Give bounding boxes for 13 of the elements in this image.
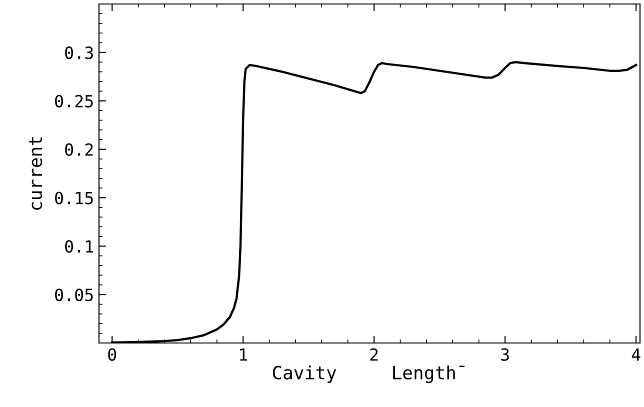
- y-tick-label: 0.05: [55, 288, 93, 302]
- x-tick-label: 2: [370, 348, 378, 361]
- x-tick-label: 1: [240, 348, 247, 361]
- y-tick-label: 0.3: [65, 46, 93, 60]
- x-tick-label: 4: [632, 348, 640, 361]
- x-tick-label: 0: [108, 348, 116, 361]
- x-tick-label: 3: [501, 348, 509, 361]
- y-tick-label: 0.1: [65, 240, 94, 253]
- y-axis-title: current: [29, 137, 42, 210]
- x-axis-title: Cavity Length̄: [272, 365, 465, 384]
- y-tick-label: 0.25: [55, 94, 93, 108]
- y-tick-label: 0.2: [65, 143, 93, 156]
- y-tick-label: 0.15: [55, 192, 93, 204]
